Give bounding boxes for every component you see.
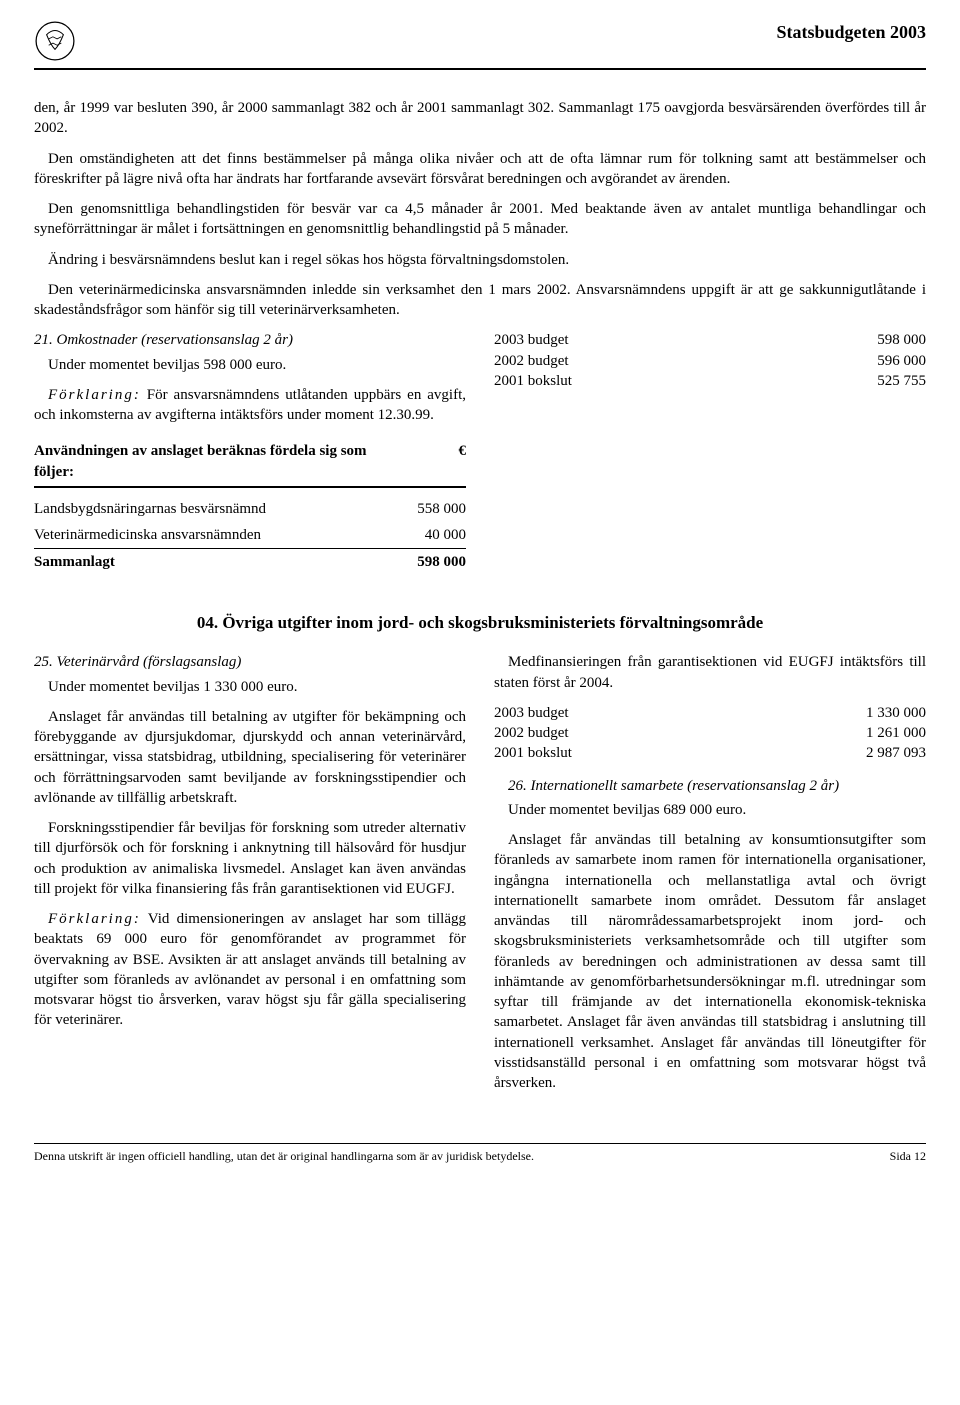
budget-line: 2003 budget 598 000 [494, 330, 926, 350]
paragraph: Anslaget får användas till betalning av … [34, 707, 466, 808]
section-04-columns: 25. Veterinärvård (förslagsanslag) Under… [34, 652, 926, 1103]
left-col: 25. Veterinärvård (förslagsanslag) Under… [34, 652, 466, 1103]
footer-disclaimer: Denna utskrift är ingen officiell handli… [34, 1148, 534, 1164]
paragraph: Anslaget får användas till betalning av … [494, 830, 926, 1093]
budget-value: 525 755 [877, 371, 926, 391]
total-value: 598 000 [417, 552, 466, 572]
budget-line: 2001 bokslut 2 987 093 [494, 743, 926, 763]
table-currency: € [459, 441, 467, 482]
forklaring-text: Vid dimensioneringen av anslaget har som… [34, 911, 466, 1028]
forklaring: Förklaring: Vid dimensioneringen av ansl… [34, 909, 466, 1031]
item-name: Omkostnader [57, 332, 138, 348]
paragraph: Den genomsnittliga behandlingstiden för … [34, 199, 926, 240]
forklaring-label: Förklaring: [48, 387, 141, 403]
table-total-row: Sammanlagt 598 000 [34, 548, 466, 575]
budget-label: 2002 budget [494, 351, 569, 371]
table-row: Veterinärmedicinska ansvarsnämnden 40 00… [34, 522, 466, 549]
total-label: Sammanlagt [34, 552, 115, 572]
left-col: 21. Omkostnader (reservationsanslag 2 år… [34, 330, 466, 575]
page-footer: Denna utskrift är ingen officiell handli… [34, 1143, 926, 1164]
item-heading: 21. Omkostnader (reservationsanslag 2 år… [34, 330, 466, 350]
item-suffix: (förslagsanslag) [143, 654, 241, 670]
budget-line: 2001 bokslut 525 755 [494, 371, 926, 391]
paragraph: Den veterinärmedicinska ansvarsnämnden i… [34, 280, 926, 321]
item-number: 21. [34, 332, 53, 348]
item-number: 25. [34, 654, 53, 670]
row-value: 40 000 [425, 525, 466, 545]
footer-page-number: Sida 12 [890, 1148, 926, 1164]
paragraph: Den omständigheten att det finns bestämm… [34, 149, 926, 190]
item-name: Veterinärvård [57, 654, 140, 670]
budget-label: 2002 budget [494, 723, 569, 743]
budget-block: 2003 budget 598 000 2002 budget 596 000 … [494, 330, 926, 391]
table-title: Användningen av anslaget beräknas fördel… [34, 441, 380, 482]
right-col: 2003 budget 598 000 2002 budget 596 000 … [494, 330, 926, 575]
grant-line: Under momentet beviljas 1 330 000 euro. [34, 677, 466, 697]
item-21-columns: 21. Omkostnader (reservationsanslag 2 år… [34, 330, 926, 575]
forklaring: Förklaring: För ansvarsnämndens utlåtand… [34, 385, 466, 426]
budget-line: 2002 budget 1 261 000 [494, 723, 926, 743]
paragraph: Medfinansieringen från garantisektionen … [494, 652, 926, 693]
row-label: Landsbygdsnäringarnas besvärsnämnd [34, 499, 266, 519]
budget-label: 2003 budget [494, 330, 569, 350]
row-label: Veterinärmedicinska ansvarsnämnden [34, 525, 261, 545]
item-name: Internationellt samarbete [531, 778, 684, 794]
item-number: 26. [508, 778, 527, 794]
allocation-table: Användningen av anslaget beräknas fördel… [34, 441, 466, 575]
budget-line: 2002 budget 596 000 [494, 351, 926, 371]
page-header: Statsbudgeten 2003 [34, 20, 926, 70]
budget-label: 2001 bokslut [494, 371, 572, 391]
paragraph: den, år 1999 var besluten 390, år 2000 s… [34, 98, 926, 139]
budget-value: 2 987 093 [866, 743, 926, 763]
budget-label: 2003 budget [494, 703, 569, 723]
item-heading: 26. Internationellt samarbete (reservati… [494, 776, 926, 796]
budget-block: 2003 budget 1 330 000 2002 budget 1 261 … [494, 703, 926, 764]
item-heading: 25. Veterinärvård (förslagsanslag) [34, 652, 466, 672]
item-suffix: (reservationsanslag 2 år) [141, 332, 293, 348]
paragraph: Forskningsstipendier får beviljas för fo… [34, 818, 466, 899]
row-value: 558 000 [417, 499, 466, 519]
budget-label: 2001 bokslut [494, 743, 572, 763]
coat-of-arms-icon [34, 20, 76, 62]
paragraph: Ändring i besvärsnämndens beslut kan i r… [34, 250, 926, 270]
budget-value: 1 330 000 [866, 703, 926, 723]
budget-value: 598 000 [877, 330, 926, 350]
section-04-title: 04. Övriga utgifter inom jord- och skogs… [34, 612, 926, 635]
grant-line: Under momentet beviljas 598 000 euro. [34, 355, 466, 375]
budget-value: 596 000 [877, 351, 926, 371]
budget-value: 1 261 000 [866, 723, 926, 743]
grant-line: Under momentet beviljas 689 000 euro. [494, 800, 926, 820]
table-title-row: Användningen av anslaget beräknas fördel… [34, 441, 466, 488]
right-col: Medfinansieringen från garantisektionen … [494, 652, 926, 1103]
item-suffix: (reservationsanslag 2 år) [687, 778, 839, 794]
table-row: Landsbygdsnäringarnas besvärsnämnd 558 0… [34, 496, 466, 522]
budget-line: 2003 budget 1 330 000 [494, 703, 926, 723]
forklaring-label: Förklaring: [48, 911, 141, 927]
doc-title: Statsbudgeten 2003 [776, 20, 926, 44]
